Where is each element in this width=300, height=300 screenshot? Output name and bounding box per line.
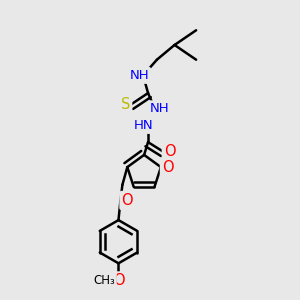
Text: O: O [122, 193, 133, 208]
Text: NH: NH [129, 69, 149, 82]
Text: NH: NH [150, 102, 170, 115]
Text: O: O [113, 274, 124, 289]
Text: O: O [164, 145, 176, 160]
Text: S: S [121, 98, 130, 112]
Text: CH₃: CH₃ [94, 274, 116, 287]
Text: HN: HN [133, 119, 153, 132]
Text: O: O [162, 160, 174, 175]
